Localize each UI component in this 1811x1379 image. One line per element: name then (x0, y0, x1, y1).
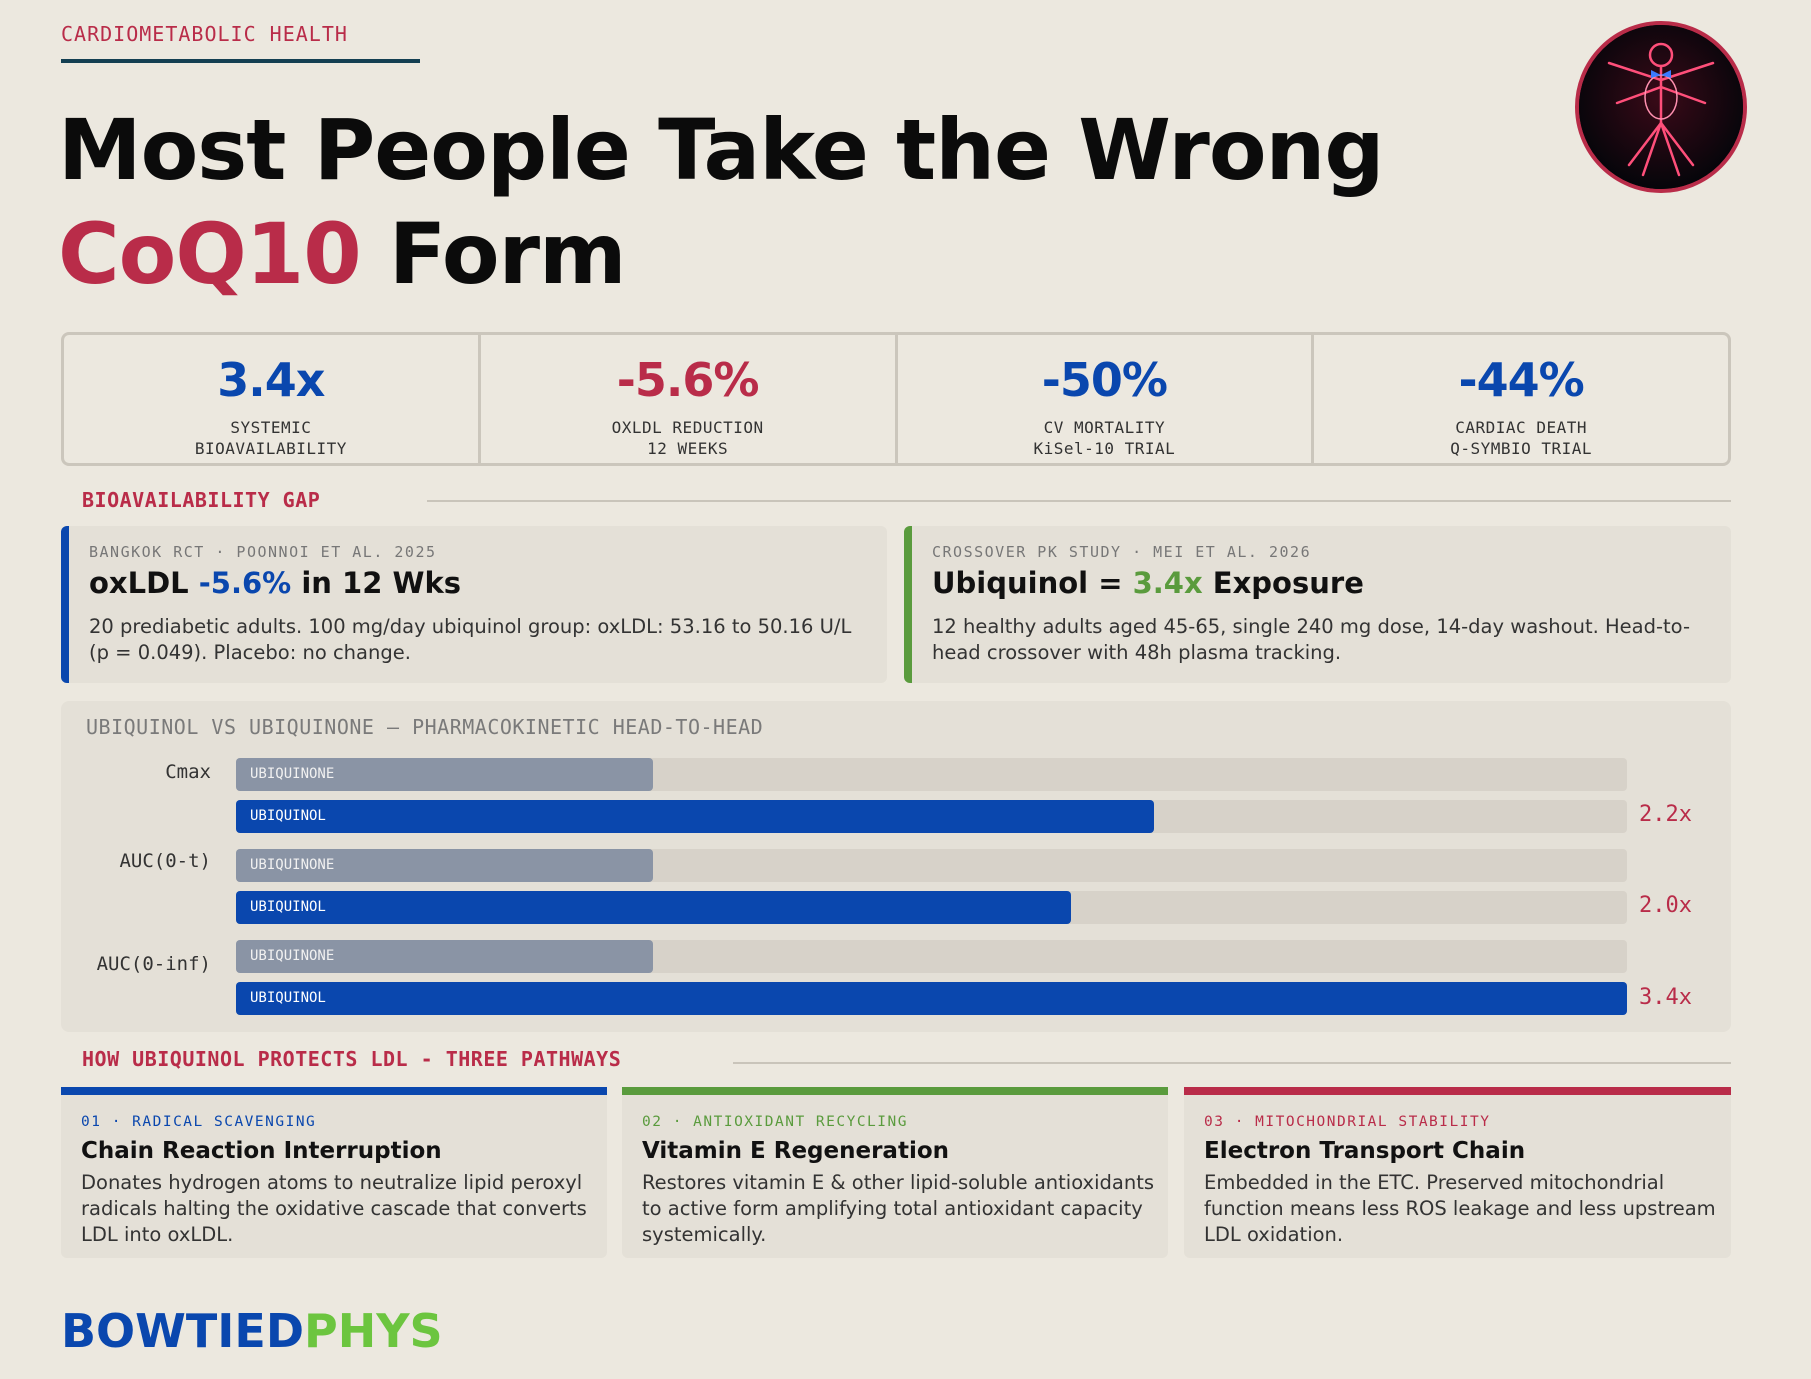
stat-label-line2: 12 WEEKS (647, 439, 729, 458)
card-body: 20 prediabetic adults. 100 mg/day ubiqui… (89, 615, 852, 664)
stat-label-line2: BIOAVAILABILITY (194, 439, 347, 458)
pk-track: UBIQUINOL (236, 800, 1627, 833)
stat-label-line2: KiSel-10 TRIAL (1033, 439, 1176, 458)
pk-bar-ubiquinone: UBIQUINONE (236, 758, 654, 791)
card-title: oxLDL -5.6% in 12 Wks (89, 566, 461, 600)
pathway-kicker: 02 · ANTIOXIDANT RECYCLING (642, 1114, 908, 1130)
logo-part2: PHYS (304, 1304, 443, 1358)
pathway-accent-bar (622, 1087, 1168, 1095)
card-body: 12 healthy adults aged 45-65, single 240… (932, 615, 1690, 664)
stat-label-line1: CARDIAC DEATH (1455, 418, 1587, 437)
pathway-kicker: 03 · MITOCHONDRIAL STABILITY (1204, 1114, 1491, 1130)
pathway-title: Vitamin E Regeneration (642, 1138, 950, 1164)
pathway-accent-bar (1184, 1087, 1731, 1095)
pathway-card-mitochondrial-stability: 03 · MITOCHONDRIAL STABILITY Electron Tr… (1184, 1087, 1731, 1258)
pathway-kicker: 01 · RADICAL SCAVENGING (81, 1114, 317, 1130)
pk-track: UBIQUINONE (236, 849, 1627, 882)
page-title: Most People Take the Wrong CoQ10 Form (58, 98, 1458, 306)
card-accent-bar (904, 526, 912, 683)
pk-group-label: Cmax (165, 761, 211, 783)
stat-label-line1: CV MORTALITY (1043, 418, 1166, 437)
card-title-pre: oxLDL (89, 566, 199, 600)
pk-track: UBIQUINONE (236, 940, 1627, 973)
eyebrow-label: CARDIOMETABOLIC HEALTH (61, 22, 348, 46)
card-title-post: in 12 Wks (291, 566, 462, 600)
stat-value: -44% (1458, 353, 1585, 407)
stat-bioavailability: 3.4x SYSTEMIC BIOAVAILABILITY (64, 335, 481, 463)
pathway-card-radical-scavenging: 01 · RADICAL SCAVENGING Chain Reaction I… (61, 1087, 607, 1258)
stat-value: 3.4x (217, 353, 325, 407)
pk-group-label: AUC(0-inf) (96, 953, 211, 975)
pathway-title: Chain Reaction Interruption (81, 1138, 442, 1164)
stats-row: 3.4x SYSTEMIC BIOAVAILABILITY -5.6% OXLD… (61, 332, 1731, 466)
section-title-pathways: HOW UBIQUINOL PROTECTS LDL - THREE PATHW… (82, 1047, 622, 1071)
vitruvian-figure-icon (1575, 21, 1747, 193)
stat-cv-mortality: -50% CV MORTALITY KiSel-10 TRIAL (898, 335, 1315, 463)
pathway-accent-bar (61, 1087, 607, 1095)
pk-bar-ubiquinone: UBIQUINONE (236, 849, 654, 882)
stat-label: CARDIAC DEATH Q-SYMBIO TRIAL (1314, 417, 1728, 459)
stat-label-line2: Q-SYMBIO TRIAL (1450, 439, 1593, 458)
study-card-bangkok: BANGKOK RCT · POONNOI ET AL. 2025 oxLDL … (61, 526, 887, 683)
pathway-body: Donates hydrogen atoms to neutralize lip… (81, 1171, 587, 1246)
section-rule (733, 1062, 1731, 1064)
pk-multiplier: 2.0x (1639, 893, 1692, 918)
pk-track: UBIQUINOL (236, 891, 1627, 924)
card-kicker: BANGKOK RCT · POONNOI ET AL. 2025 (89, 543, 437, 561)
logo-part1: BOWTIED (61, 1304, 305, 1358)
title-accent: CoQ10 (58, 205, 362, 303)
card-accent-bar (61, 526, 69, 683)
card-title-pre: Ubiquinol = (932, 566, 1133, 600)
card-kicker: CROSSOVER PK STUDY · MEI ET AL. 2026 (932, 543, 1312, 561)
card-title: Ubiquinol = 3.4x Exposure (932, 566, 1364, 600)
pathway-body: Embedded in the ETC. Preserved mitochond… (1204, 1171, 1716, 1246)
pk-bar-ubiquinol: UBIQUINOL (236, 982, 1627, 1015)
card-title-highlight: 3.4x (1132, 566, 1203, 600)
pk-bar-ubiquinol: UBIQUINOL (236, 800, 1155, 833)
eyebrow-rule (61, 59, 420, 63)
stat-value: -50% (1041, 353, 1168, 407)
title-line1: Most People Take the Wrong (58, 101, 1384, 199)
stat-label-line1: OXLDL REDUCTION (611, 418, 764, 437)
pk-multiplier: 2.2x (1639, 802, 1692, 827)
pk-group-label: AUC(0-t) (119, 850, 211, 872)
brand-logo: BOWTIEDPHYS (61, 1305, 443, 1357)
stat-label-line1: SYSTEMIC (230, 418, 312, 437)
section-rule (427, 500, 1731, 502)
stat-label: CV MORTALITY KiSel-10 TRIAL (898, 417, 1312, 459)
pathway-title: Electron Transport Chain (1204, 1138, 1526, 1164)
stat-label: OXLDL REDUCTION 12 WEEKS (481, 417, 895, 459)
section-title-bioavailability: BIOAVAILABILITY GAP (82, 488, 321, 512)
stat-value: -5.6% (616, 353, 760, 407)
pathway-body: Restores vitamin E & other lipid-soluble… (642, 1171, 1154, 1246)
pk-track: UBIQUINONE (236, 758, 1627, 791)
pk-multiplier: 3.4x (1639, 985, 1692, 1010)
title-rest: Form (360, 205, 627, 303)
card-title-highlight: -5.6% (198, 566, 292, 600)
stat-cardiac-death: -44% CARDIAC DEATH Q-SYMBIO TRIAL (1314, 335, 1728, 463)
pk-bar-ubiquinol: UBIQUINOL (236, 891, 1071, 924)
stat-label: SYSTEMIC BIOAVAILABILITY (64, 417, 478, 459)
pathway-card-antioxidant-recycling: 02 · ANTIOXIDANT RECYCLING Vitamin E Reg… (622, 1087, 1168, 1258)
pk-chart-title: UBIQUINOL VS UBIQUINONE — PHARMACOKINETI… (86, 715, 764, 739)
stat-oxldl: -5.6% OXLDL REDUCTION 12 WEEKS (481, 335, 898, 463)
pk-bar-ubiquinone: UBIQUINONE (236, 940, 654, 973)
pk-track: UBIQUINOL (236, 982, 1627, 1015)
study-card-crossover: CROSSOVER PK STUDY · MEI ET AL. 2026 Ubi… (904, 526, 1731, 683)
pk-comparison-chart: UBIQUINOL VS UBIQUINONE — PHARMACOKINETI… (61, 701, 1731, 1032)
card-title-post: Exposure (1202, 566, 1364, 600)
